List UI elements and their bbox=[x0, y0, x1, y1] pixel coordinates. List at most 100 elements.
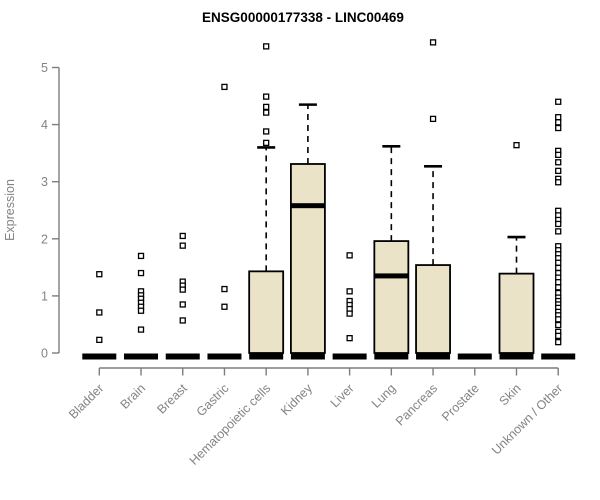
chart-title: ENSG00000177338 - LINC00469 bbox=[202, 10, 404, 25]
zero-bar bbox=[207, 353, 242, 360]
outlier-point bbox=[555, 124, 562, 132]
x-tick-label-brain: Brain bbox=[118, 381, 149, 412]
outlier-point bbox=[555, 179, 562, 186]
outlier-point bbox=[555, 151, 562, 159]
y-tick-label: 0 bbox=[41, 347, 48, 361]
outlier-point bbox=[555, 264, 562, 272]
x-tick-label-kidney: Kidney bbox=[278, 381, 315, 418]
x-tick-label-liver: Liver bbox=[328, 381, 357, 410]
x-tick-label-bladder: Bladder bbox=[66, 381, 106, 421]
y-tick-label: 2 bbox=[41, 232, 48, 246]
boxplot-gastric bbox=[207, 83, 242, 360]
zero-bar bbox=[457, 353, 492, 360]
outlier-point bbox=[555, 316, 562, 323]
boxplot-kidney bbox=[289, 103, 326, 360]
boxplot-hematopoietic-cells bbox=[248, 43, 285, 360]
y-tick-label: 3 bbox=[41, 175, 48, 189]
zero-bar bbox=[332, 353, 367, 360]
outlier-point bbox=[555, 220, 562, 228]
outlier-point bbox=[179, 232, 186, 240]
outlier-point bbox=[179, 301, 186, 308]
outlier-point bbox=[263, 128, 270, 135]
y-axis-title: Expression bbox=[3, 179, 17, 241]
zero-bar bbox=[416, 353, 451, 360]
outlier-point bbox=[555, 119, 562, 126]
outlier-point bbox=[555, 228, 562, 235]
boxplot-brain bbox=[124, 252, 159, 360]
boxplot-breast bbox=[165, 232, 200, 360]
outlier-point bbox=[221, 303, 228, 310]
y-tick-label: 5 bbox=[41, 61, 48, 75]
box bbox=[498, 272, 535, 354]
boxplot-bladder bbox=[82, 271, 117, 360]
zero-bar bbox=[82, 353, 117, 360]
outlier-point bbox=[137, 307, 145, 314]
y-tick-label: 1 bbox=[41, 289, 48, 303]
boxplot-lung bbox=[373, 144, 410, 360]
outlier-point bbox=[263, 109, 270, 116]
outlier-point bbox=[263, 139, 270, 147]
outlier-point bbox=[555, 279, 562, 286]
outlier-point bbox=[346, 288, 353, 295]
boxplot-skin bbox=[498, 142, 535, 360]
y-axis: 0 1 2 3 4 5 Expression bbox=[3, 61, 60, 361]
outlier-point bbox=[263, 43, 270, 50]
outlier-point bbox=[96, 336, 103, 344]
zero-bar bbox=[165, 353, 200, 360]
zero-bar bbox=[374, 353, 409, 360]
x-tick-label-unknown-other: Unknown / Other bbox=[489, 381, 565, 457]
median-line bbox=[290, 203, 325, 209]
outlier-point bbox=[346, 252, 353, 259]
zero-bar bbox=[499, 353, 534, 360]
zero-bar bbox=[124, 353, 159, 360]
outlier-point bbox=[96, 309, 103, 316]
outlier-point bbox=[555, 159, 562, 166]
outlier-point bbox=[137, 269, 145, 277]
outlier-point bbox=[555, 114, 562, 121]
x-tick-label-prostate: Prostate bbox=[439, 381, 482, 424]
zero-bar bbox=[541, 353, 576, 360]
outlier-point bbox=[137, 252, 145, 260]
outlier-point bbox=[96, 271, 103, 278]
outlier-point bbox=[346, 335, 353, 342]
outlier-point bbox=[555, 98, 562, 105]
zero-bar bbox=[249, 353, 284, 360]
outlier-point bbox=[555, 259, 562, 266]
outlier-point bbox=[429, 39, 437, 46]
x-tick-label-lung: Lung bbox=[369, 381, 399, 411]
y-tick-label: 4 bbox=[41, 118, 48, 132]
x-tick-label-pancreas: Pancreas bbox=[393, 381, 440, 428]
zero-bar bbox=[290, 353, 325, 360]
boxplot-pancreas bbox=[415, 39, 451, 360]
outlier-point bbox=[221, 83, 228, 91]
x-tick-label-gastric: Gastric bbox=[194, 381, 232, 419]
boxplot-prostate bbox=[457, 353, 492, 360]
box bbox=[373, 240, 410, 354]
box bbox=[415, 264, 451, 354]
plot-area: 0 1 2 3 4 5 Expression Bladder Brain Breast Gastri… bbox=[3, 39, 576, 468]
box bbox=[289, 163, 326, 354]
outlier-point bbox=[179, 286, 186, 293]
outlier-point bbox=[513, 142, 520, 149]
x-tick-label-breast: Breast bbox=[154, 381, 190, 417]
outlier-point bbox=[221, 285, 228, 293]
outlier-point bbox=[179, 242, 186, 249]
x-tick-label-hematopoietic-cells: Hematopoietic cells bbox=[187, 381, 274, 468]
outlier-point bbox=[555, 332, 562, 340]
x-tick-label-skin: Skin bbox=[497, 381, 524, 408]
boxplot-unknown-other bbox=[541, 98, 576, 360]
boxplot-liver bbox=[332, 252, 367, 360]
outlier-point bbox=[263, 93, 270, 100]
outlier-point bbox=[555, 284, 562, 291]
outlier-point bbox=[137, 326, 145, 333]
box bbox=[248, 270, 285, 354]
outlier-point bbox=[179, 317, 186, 324]
median-line bbox=[374, 273, 409, 279]
outlier-point bbox=[263, 103, 270, 111]
outlier-point bbox=[555, 339, 562, 346]
outlier-point bbox=[555, 321, 562, 329]
outlier-point bbox=[429, 115, 437, 123]
